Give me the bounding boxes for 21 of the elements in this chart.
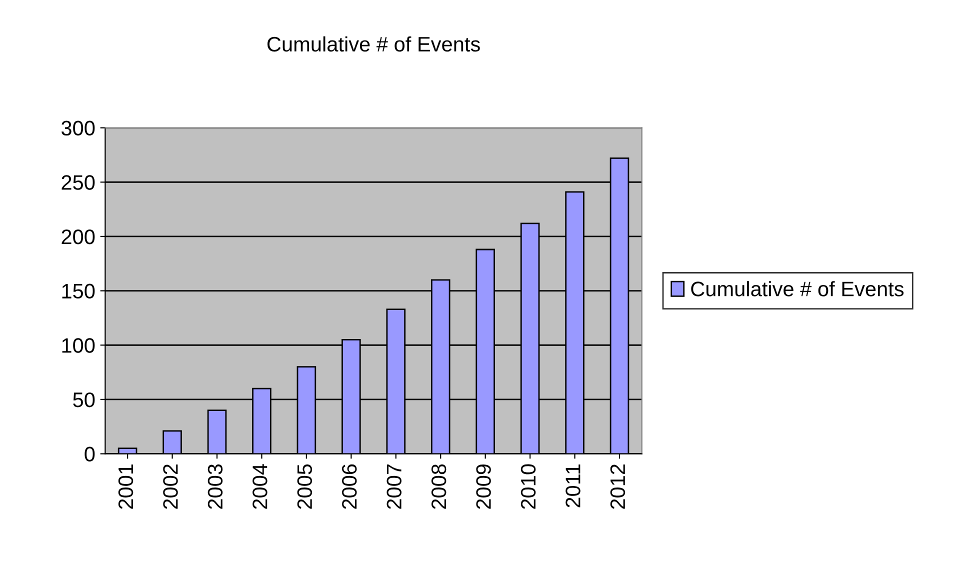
y-tick-label: 100 (62, 338, 95, 353)
x-tick-label: 2006 (342, 464, 357, 509)
legend-label: Cumulative # of Events (691, 281, 904, 296)
y-tick-label: 150 (62, 284, 95, 299)
x-tick-label: 2012 (610, 464, 626, 509)
y-tick-label: 200 (62, 229, 95, 244)
x-tick-label: 2001 (118, 464, 134, 509)
x-tick-label: 2003 (208, 464, 223, 509)
y-tick-label: 250 (62, 175, 95, 190)
x-tick-label: 2007 (386, 464, 402, 509)
y-tick-label: 50 (73, 392, 95, 408)
x-tick-label: 2008 (431, 464, 446, 509)
x-tick-label: 2011 (566, 464, 580, 508)
x-tick-label: 2009 (476, 464, 491, 509)
x-tick-label: 2010 (520, 464, 536, 509)
x-tick-label: 2004 (252, 464, 268, 509)
x-tick-label: 2005 (297, 464, 312, 509)
y-tick-label: 300 (62, 120, 95, 136)
y-tick-label: 0 (84, 446, 95, 462)
chart-title: Cumulative # of Events (267, 36, 480, 52)
x-tick-label: 2002 (163, 464, 178, 509)
